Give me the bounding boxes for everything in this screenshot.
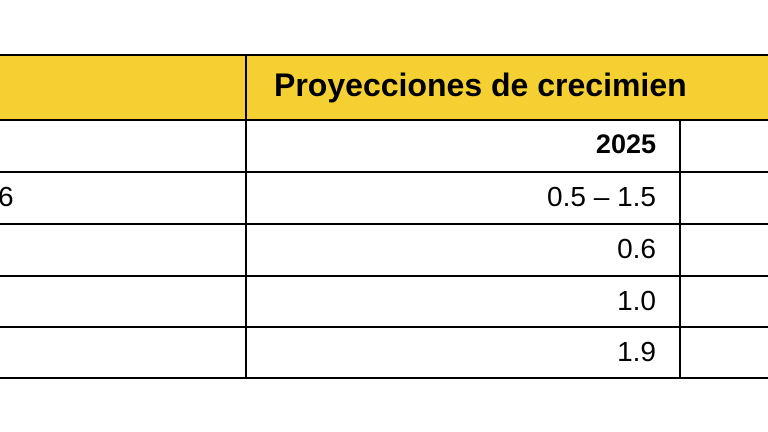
divider <box>0 377 768 379</box>
column-divider <box>679 119 681 379</box>
divider <box>0 171 768 173</box>
divider <box>0 275 768 277</box>
year-header: 2025 <box>595 129 656 159</box>
divider <box>0 54 768 56</box>
table-cell: 1.9 <box>617 336 656 367</box>
column-divider <box>245 54 247 379</box>
divider <box>0 119 768 121</box>
table-title: Proyecciones de crecimien <box>274 67 687 103</box>
table-cell: 0.5 – 1.5 <box>547 181 656 212</box>
table-cell: 1.0 <box>617 285 656 316</box>
table-header-row <box>0 55 768 120</box>
divider <box>0 326 768 328</box>
row-label-fragment: 6 <box>0 181 14 212</box>
table-cell: 0.6 <box>617 233 656 264</box>
divider <box>0 223 768 225</box>
